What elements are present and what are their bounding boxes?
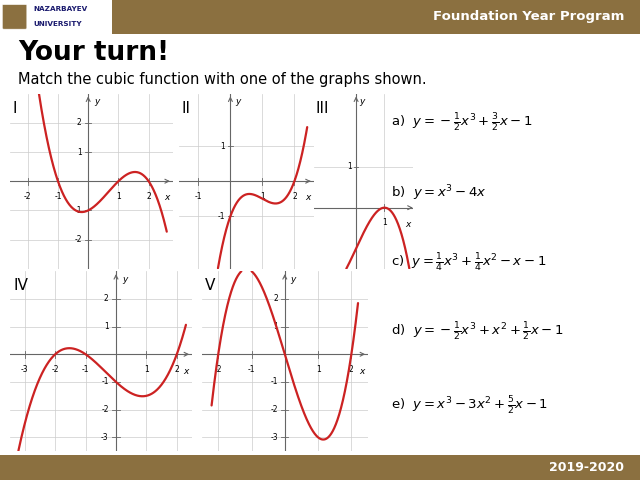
- Text: x: x: [183, 367, 188, 376]
- Text: 2: 2: [175, 365, 179, 374]
- Text: -2: -2: [24, 192, 31, 201]
- Text: 2: 2: [349, 365, 354, 374]
- Text: II: II: [182, 101, 191, 116]
- Text: -1: -1: [248, 365, 255, 374]
- Text: a)  $y = -\frac{1}{2}x^3 + \frac{3}{2}x - 1$: a) $y = -\frac{1}{2}x^3 + \frac{3}{2}x -…: [391, 112, 532, 134]
- Text: 2: 2: [292, 192, 297, 201]
- Text: 1: 1: [104, 322, 109, 331]
- Text: -1: -1: [101, 377, 109, 386]
- Text: -1: -1: [218, 212, 225, 221]
- Text: Your turn!: Your turn!: [18, 40, 169, 66]
- Text: c)  $y = \frac{1}{4}x^3 + \frac{1}{4}x^2 - x - 1$: c) $y = \frac{1}{4}x^3 + \frac{1}{4}x^2 …: [391, 252, 547, 274]
- Text: -2: -2: [101, 405, 109, 414]
- Text: y: y: [122, 275, 128, 284]
- Text: y: y: [291, 275, 296, 284]
- Text: e)  $y = x^3 - 3x^2 + \frac{5}{2}x - 1$: e) $y = x^3 - 3x^2 + \frac{5}{2}x - 1$: [391, 395, 548, 417]
- Text: Match the cubic function with one of the graphs shown.: Match the cubic function with one of the…: [18, 72, 426, 86]
- Text: 1: 1: [220, 142, 225, 151]
- Text: I: I: [13, 101, 17, 116]
- Text: y: y: [235, 97, 241, 106]
- Text: -1: -1: [74, 206, 82, 215]
- Text: d)  $y = -\frac{1}{2}x^3 + x^2 + \frac{1}{2}x - 1$: d) $y = -\frac{1}{2}x^3 + x^2 + \frac{1}…: [391, 322, 564, 344]
- Text: -2: -2: [51, 365, 59, 374]
- Text: x: x: [164, 193, 170, 203]
- Text: 2019-2020: 2019-2020: [549, 461, 624, 474]
- Text: y: y: [94, 97, 99, 106]
- Text: -2: -2: [74, 235, 82, 244]
- Text: x: x: [406, 220, 411, 229]
- Text: y: y: [360, 97, 365, 106]
- Text: 1: 1: [144, 365, 148, 374]
- Text: 1: 1: [382, 218, 387, 227]
- Text: 1: 1: [116, 192, 121, 201]
- Text: 2: 2: [104, 294, 109, 303]
- Text: x: x: [359, 367, 365, 376]
- Text: -1: -1: [54, 192, 61, 201]
- Text: -2: -2: [271, 405, 278, 414]
- Text: 2: 2: [77, 118, 82, 127]
- Text: V: V: [205, 278, 215, 293]
- Text: -2: -2: [214, 365, 222, 374]
- Text: -3: -3: [101, 433, 109, 442]
- Text: x: x: [305, 193, 311, 203]
- Text: III: III: [316, 101, 329, 116]
- Text: b)  $y = x^3 - 4x$: b) $y = x^3 - 4x$: [391, 183, 486, 203]
- Text: -3: -3: [21, 365, 29, 374]
- Text: -1: -1: [271, 377, 278, 386]
- Text: 1: 1: [348, 162, 352, 171]
- Text: UNIVERSITY: UNIVERSITY: [34, 21, 82, 26]
- Text: 1: 1: [77, 147, 82, 156]
- Text: 2: 2: [273, 294, 278, 303]
- Text: Foundation Year Program: Foundation Year Program: [433, 10, 624, 24]
- Text: 1: 1: [273, 322, 278, 331]
- Text: 1: 1: [316, 365, 321, 374]
- Text: -1: -1: [82, 365, 90, 374]
- Text: -1: -1: [195, 192, 202, 201]
- FancyBboxPatch shape: [3, 4, 27, 29]
- Text: 1: 1: [260, 192, 265, 201]
- Text: -3: -3: [271, 433, 278, 442]
- Text: IV: IV: [13, 278, 28, 293]
- Text: NAZARBAYEV: NAZARBAYEV: [34, 6, 88, 12]
- Text: 2: 2: [147, 192, 151, 201]
